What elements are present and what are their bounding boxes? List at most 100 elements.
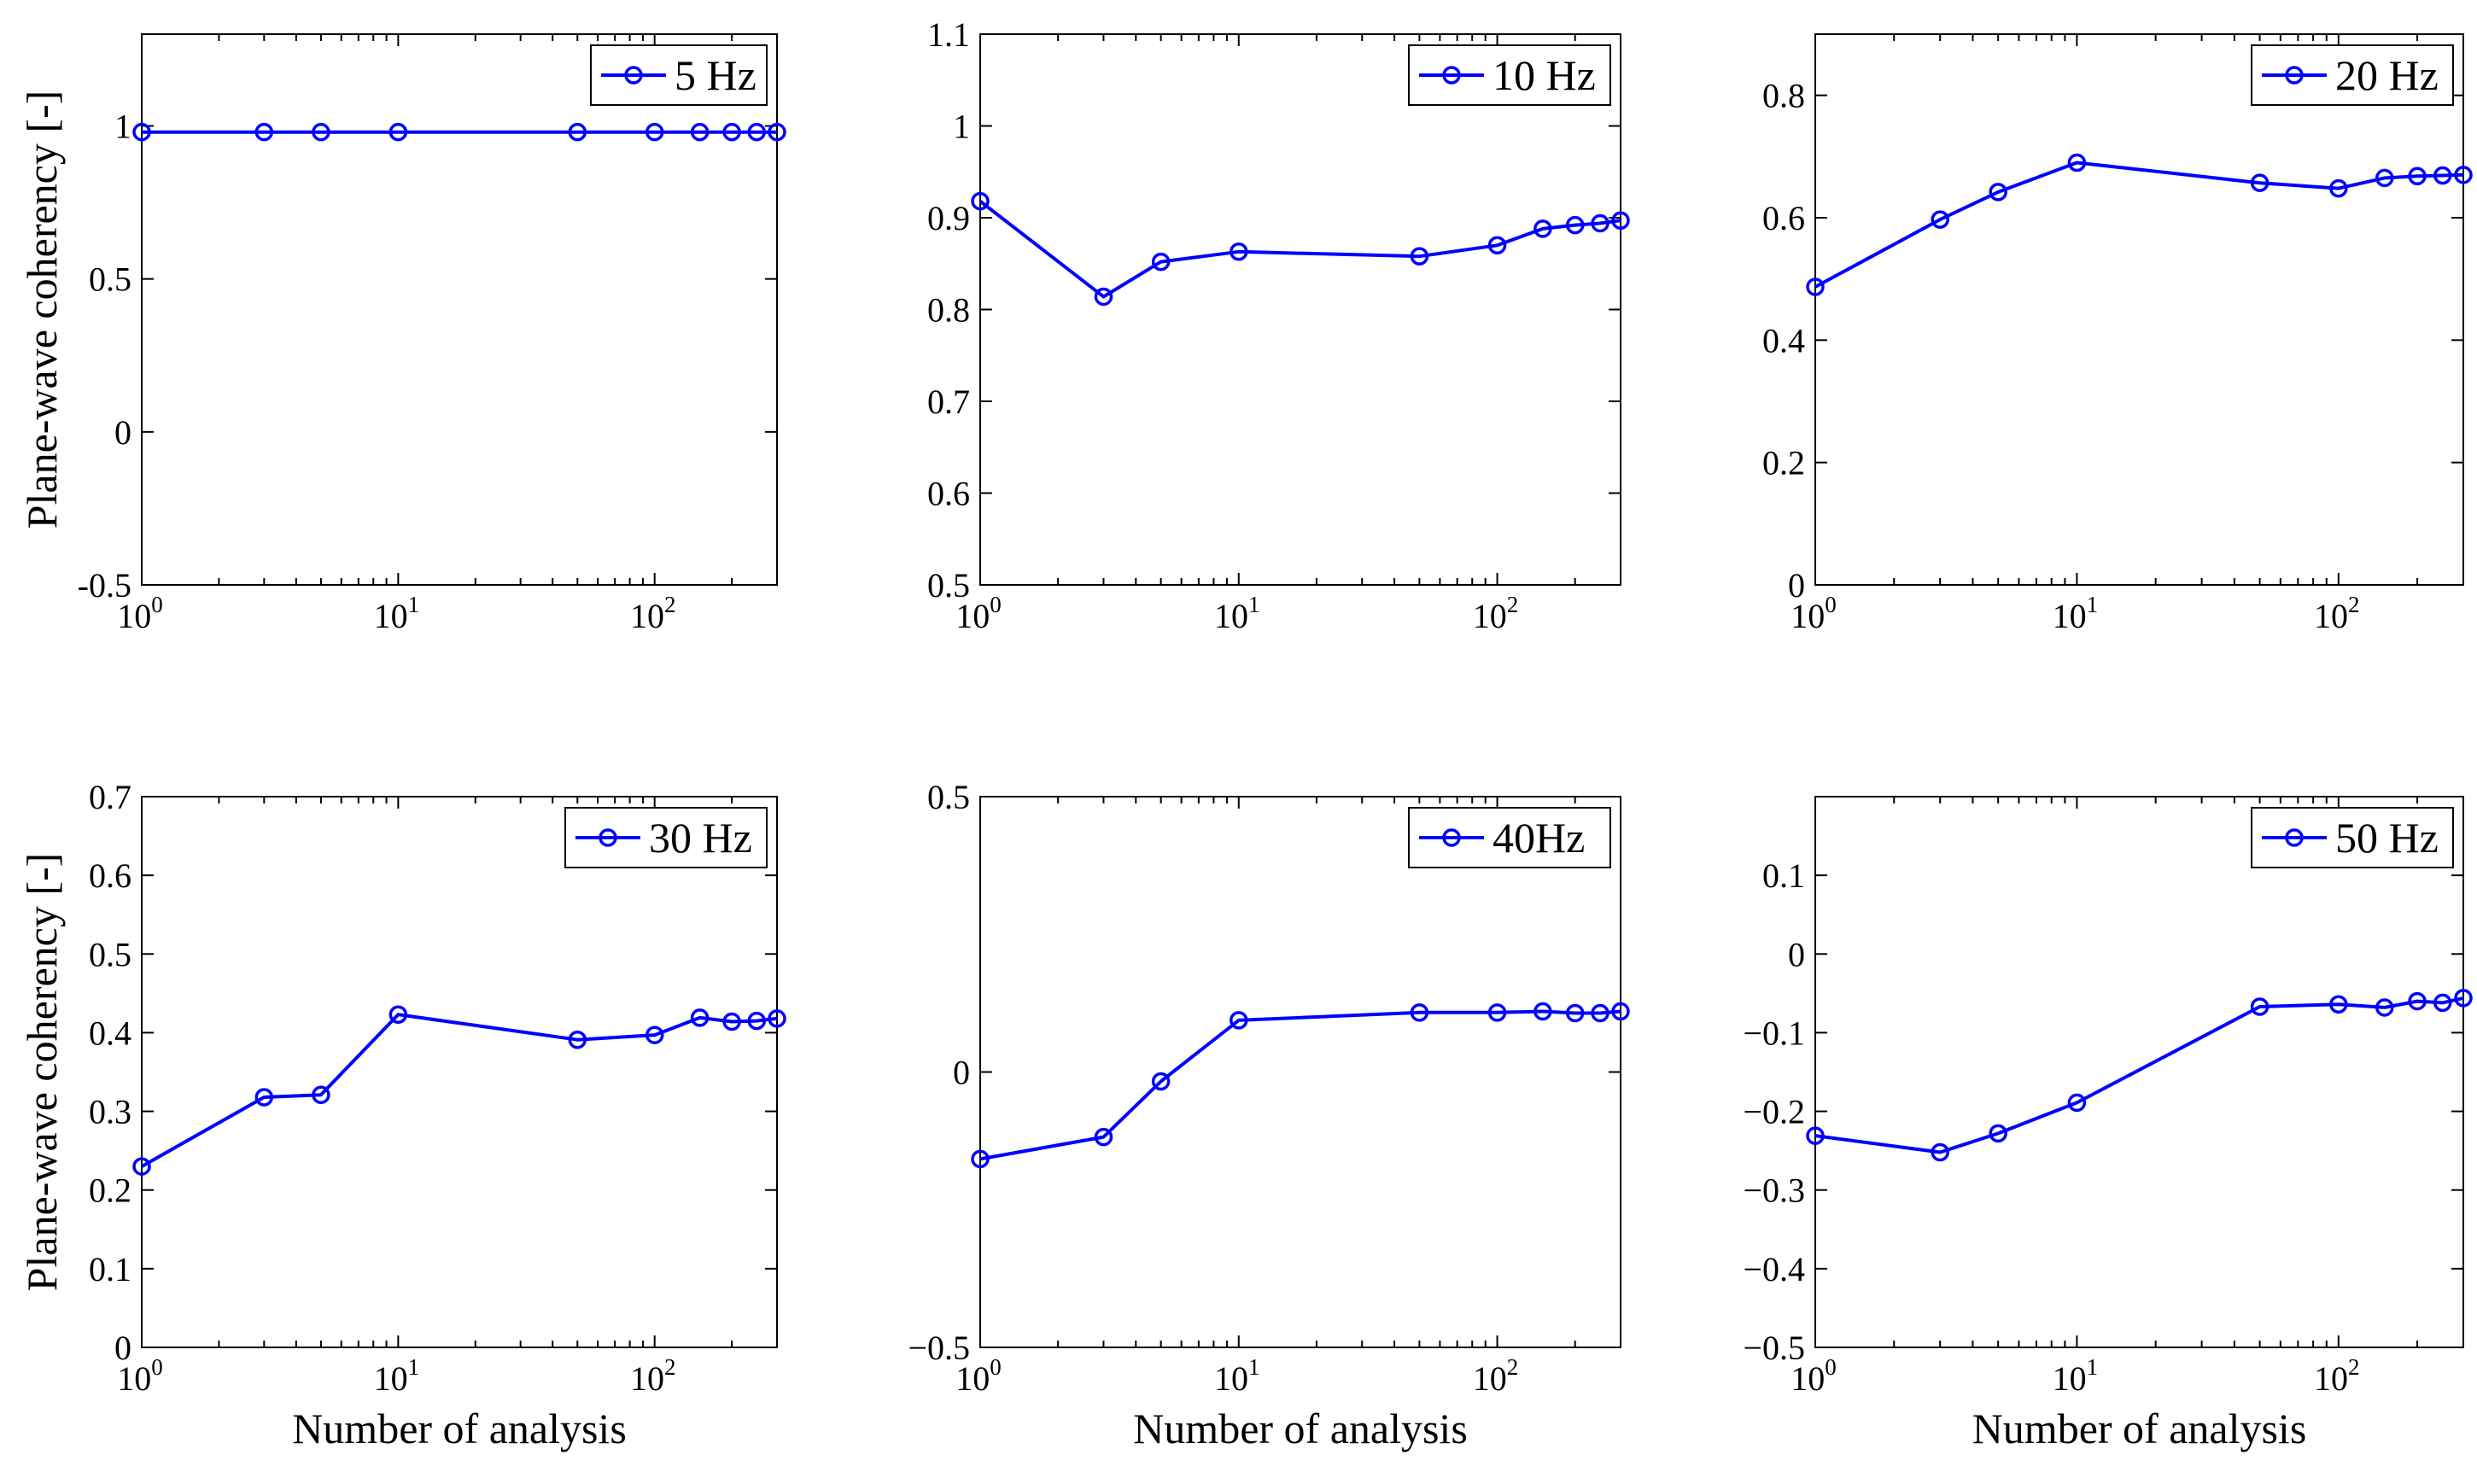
legend-label: 5 Hz [675, 51, 757, 99]
axes-box [979, 796, 1621, 1348]
data-point [1151, 1072, 1171, 1091]
data-point [1534, 219, 1552, 238]
data-point [132, 1157, 151, 1176]
series-line [1814, 161, 2464, 289]
data-point [1989, 1124, 2007, 1143]
x-tick-label: 100 [955, 592, 1002, 635]
x-axis-title: Number of analysis [1133, 1405, 1468, 1452]
data-point [971, 191, 990, 211]
x-tick-label: 101 [2053, 1354, 2099, 1398]
legend-label: 10 Hz [1493, 51, 1596, 99]
data-point [2375, 998, 2394, 1017]
axes-box [1814, 33, 2464, 586]
x-axis-title: Number of analysis [292, 1405, 627, 1452]
legend-marker [1442, 828, 1461, 847]
y-tick-label: −0.5 [1743, 1329, 1805, 1367]
y-tick-label: 0.7 [927, 383, 970, 421]
data-point [971, 1149, 990, 1169]
x-tick-label: 102 [630, 592, 676, 635]
y-tick-label: 1 [114, 108, 131, 146]
data-point [388, 1005, 408, 1024]
data-point [568, 1030, 587, 1049]
y-tick-label: 0.6 [1762, 199, 1805, 237]
chart-panel: 0 0.1 0.2 0.3 0.4 0.5 0.6 0.7 100 101 102 30 Hz Plan… [18, 778, 786, 1452]
x-tick-label: 102 [2314, 1354, 2360, 1398]
y-tick-label: 0.7 [89, 778, 131, 816]
data-point [1591, 213, 1609, 233]
data-point [1151, 252, 1171, 272]
legend-label: 40Hz [1493, 814, 1585, 862]
x-tick-label: 100 [1791, 1354, 1837, 1398]
x-tick-label: 101 [1214, 1354, 1260, 1398]
legend-label: 50 Hz [2335, 814, 2439, 862]
data-point [312, 122, 330, 142]
data-point [1230, 1011, 1248, 1030]
data-point [1611, 211, 1630, 230]
x-tick-label: 101 [374, 592, 420, 635]
y-tick-label: 0.1 [89, 1250, 131, 1288]
data-point [1534, 1002, 1552, 1021]
chart-panel: −0.5 −0.4 −0.3 −0.2 −0.1 0 0.1 100 101 102 50 Hz Nu… [1743, 796, 2473, 1452]
x-tick-label: 100 [117, 1354, 163, 1398]
data-point [1931, 210, 1949, 229]
data-point [1565, 215, 1585, 235]
data-point [2454, 166, 2473, 184]
data-point [1611, 1002, 1630, 1021]
data-point [254, 1088, 274, 1107]
data-point [722, 122, 741, 142]
y-tick-label: 0.8 [1762, 77, 1805, 115]
y-tick-label: 0.6 [927, 475, 970, 513]
data-point [690, 122, 710, 142]
x-axis-title: Number of analysis [1972, 1405, 2307, 1452]
y-tick-label: 0.5 [89, 935, 131, 973]
axes-box [141, 796, 778, 1348]
data-point [388, 122, 408, 142]
data-point [1931, 1142, 1949, 1162]
y-tick-label: 0 [1788, 935, 1805, 973]
y-tick-label: 0.2 [89, 1171, 131, 1210]
data-point [1806, 1126, 1825, 1145]
data-point [1094, 1127, 1113, 1147]
data-point [645, 122, 664, 142]
data-point [2408, 991, 2427, 1011]
data-point [2408, 167, 2427, 186]
x-tick-label: 102 [630, 1354, 676, 1398]
y-axis-title: Plane-wave coherency [-] [18, 91, 66, 529]
y-tick-label: −0.3 [1743, 1171, 1805, 1210]
x-tick-label: 100 [955, 1354, 1002, 1398]
y-tick-label: 1.1 [927, 15, 970, 54]
x-tick-label: 100 [1791, 592, 1837, 635]
chart-panel: -0.5 0 0.5 1 100 101 102 5 Hz Plane-wave coheren… [18, 33, 786, 635]
data-point [312, 1085, 330, 1104]
data-point [690, 1008, 710, 1027]
axes-box [979, 33, 1621, 586]
y-tick-label: 0.5 [927, 566, 970, 605]
series-line [1814, 996, 2464, 1154]
y-tick-label: −0.5 [908, 1329, 970, 1367]
data-point [254, 122, 274, 142]
data-point [2433, 166, 2452, 185]
data-point [722, 1012, 741, 1031]
y-tick-label: 0.1 [1762, 856, 1805, 895]
data-point [2454, 989, 2473, 1008]
data-point [1806, 278, 1825, 296]
y-tick-label: −0.2 [1743, 1093, 1805, 1131]
data-point [2250, 173, 2270, 192]
x-tick-label: 101 [374, 1354, 420, 1398]
series-line [979, 200, 1621, 299]
y-tick-label: 0.6 [89, 856, 131, 895]
data-point [2067, 153, 2087, 172]
data-point [1487, 236, 1507, 254]
y-tick-label: 0 [114, 1329, 131, 1367]
y-tick-label: 1 [953, 108, 970, 146]
legend-marker [2285, 828, 2304, 847]
x-tick-label: 102 [1473, 1354, 1519, 1398]
data-point [645, 1025, 664, 1044]
data-point [132, 122, 151, 142]
series-line [141, 1013, 778, 1168]
y-tick-label: −0.4 [1743, 1250, 1805, 1288]
y-tick-label: 0 [1788, 566, 1805, 605]
legend-marker [1442, 66, 1461, 85]
axes-box [1814, 796, 2464, 1348]
series-line [979, 1009, 1621, 1161]
